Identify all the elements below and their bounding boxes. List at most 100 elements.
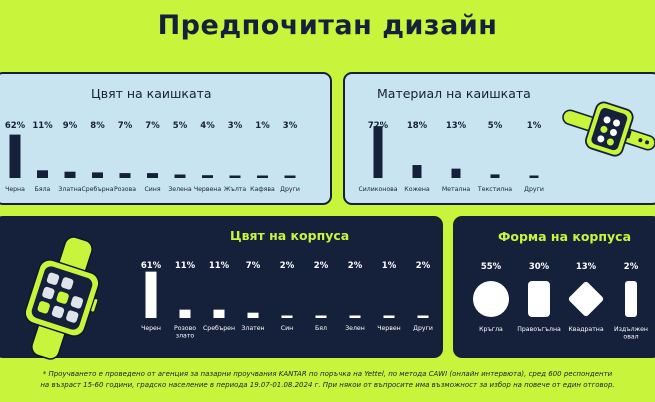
category-label-0: Кръгла	[479, 326, 503, 333]
data-label-1: 30%	[529, 262, 550, 272]
bar-0	[145, 271, 157, 318]
bar-4	[281, 315, 293, 318]
category-label-3: Сребърна	[81, 185, 113, 193]
category-label-9: Кафява	[250, 186, 275, 193]
page-title: Предпочитан дизайн	[157, 10, 498, 41]
data-label-3: 2%	[624, 262, 639, 272]
data-label-3: 7%	[246, 261, 261, 271]
category-label-4: Розова	[114, 186, 136, 193]
smartwatch-icon	[24, 236, 100, 360]
panel-title: Материал на каишката	[377, 86, 531, 101]
data-label-2: 13%	[446, 121, 467, 131]
data-label-4: 2%	[280, 261, 295, 271]
bar-7	[202, 175, 213, 178]
bar-8	[229, 175, 241, 178]
bar-2	[213, 309, 225, 318]
bar-5	[315, 315, 327, 318]
bar-6	[349, 315, 361, 318]
category-label-3: Издължен	[614, 326, 648, 333]
data-label-1: 11%	[32, 121, 53, 131]
bar-10	[284, 175, 296, 178]
panel-title: Форма на корпуса	[498, 229, 632, 244]
footnote: * Проучването е проведено от агенция за …	[0, 369, 655, 391]
bar-1	[412, 165, 422, 178]
data-label-9: 1%	[255, 121, 270, 131]
shape-circle	[473, 281, 509, 317]
category-label-4: Други	[524, 186, 544, 193]
bar-9	[257, 175, 268, 178]
bar-4	[119, 173, 131, 178]
category-label-3: Златен	[241, 325, 264, 332]
category-label-3: Текстилна	[477, 186, 512, 193]
panel-title: Цвят на каишката	[91, 86, 212, 101]
panel-case-shape: Форма на корпуса 55% Кръгла 30% Правоъгълна…	[453, 216, 655, 358]
category-label-6: Зелен	[345, 325, 365, 332]
bar-3	[490, 174, 500, 178]
category-label-1: Бяла	[35, 186, 51, 193]
category-label-1: злато	[176, 333, 195, 340]
category-label-2: Метална	[442, 186, 471, 193]
data-label-2: 9%	[63, 121, 78, 131]
data-label-7: 4%	[200, 121, 215, 131]
panel-strap-material: Материал на каишката 72% Силиконова 18% Кож…	[343, 72, 655, 205]
data-label-4: 7%	[118, 121, 133, 131]
data-label-6: 2%	[348, 261, 363, 271]
category-label-5: Бял	[315, 325, 327, 332]
category-label-8: Други	[413, 325, 433, 332]
category-label-2: Квадратна	[568, 326, 603, 333]
category-label-7: Червен	[377, 325, 400, 332]
chart-case-shape: 55% Кръгла 30% Правоъгълна 13% Квадратна 2% Изд…	[473, 262, 648, 341]
bar-2	[64, 171, 76, 178]
data-label-7: 1%	[382, 261, 397, 271]
bar-0	[373, 126, 383, 178]
footnote-line-1: * Проучването е проведено от агенция за …	[42, 370, 613, 378]
data-label-1: 11%	[175, 261, 196, 271]
bar-2	[451, 168, 461, 178]
bar-1	[37, 170, 48, 178]
category-label-0: Черна	[5, 186, 25, 193]
data-label-0: 62%	[5, 121, 26, 131]
data-label-3: 8%	[90, 121, 105, 131]
category-label-3: овал	[623, 334, 638, 341]
category-label-8: Жълта	[224, 186, 247, 193]
category-label-0: Силиконова	[358, 186, 397, 193]
shape-diamond	[568, 281, 604, 317]
footnote-line-2: на възраст 15-60 години, градско населен…	[40, 381, 615, 389]
data-label-1: 18%	[407, 121, 428, 131]
chart-strap-material: 72% Силиконова 18% Кожена 13% Метална 5% Тексти…	[358, 121, 544, 193]
category-label-5: Синя	[144, 186, 160, 193]
data-label-3: 5%	[488, 121, 503, 131]
bar-4	[529, 175, 539, 178]
panel-strap-color: Цвят на каишката 62% Черна 11% Бяла 9% Златна…	[0, 72, 332, 205]
category-label-1: Розово	[174, 325, 196, 332]
data-label-5: 2%	[314, 261, 329, 271]
bar-1	[179, 309, 191, 318]
panel-case-color: Цвят на корпуса 61% Черен 11% Розово злато 11…	[0, 216, 443, 360]
bar-3	[247, 312, 259, 318]
bar-6	[174, 174, 186, 178]
chart-strap-color: 62% Черна 11% Бяла 9% Златна 8% Сребърна 7% Розов…	[5, 121, 300, 193]
category-label-4: Син	[281, 325, 293, 332]
data-label-0: 61%	[141, 261, 162, 271]
data-label-5: 7%	[145, 121, 160, 131]
panel-title: Цвят на корпуса	[230, 228, 350, 243]
bar-5	[147, 173, 158, 178]
data-label-2: 13%	[576, 262, 597, 272]
category-label-2: Сребърен	[203, 324, 235, 332]
category-label-7: Червена	[194, 186, 221, 193]
data-label-6: 5%	[173, 121, 188, 131]
watch-sport-icon	[562, 101, 655, 157]
shape-rectangle	[528, 281, 550, 317]
shape-oval	[625, 281, 637, 317]
bar-7	[383, 315, 395, 318]
bar-0	[9, 134, 21, 178]
data-label-10: 3%	[283, 121, 298, 131]
data-label-0: 55%	[481, 262, 502, 272]
category-label-0: Черен	[141, 325, 161, 332]
data-label-4: 1%	[527, 121, 542, 131]
data-label-8: 3%	[228, 121, 243, 131]
category-label-2: Златна	[58, 186, 81, 193]
category-label-1: Кожена	[404, 186, 430, 193]
category-label-1: Правоъгълна	[517, 326, 561, 333]
